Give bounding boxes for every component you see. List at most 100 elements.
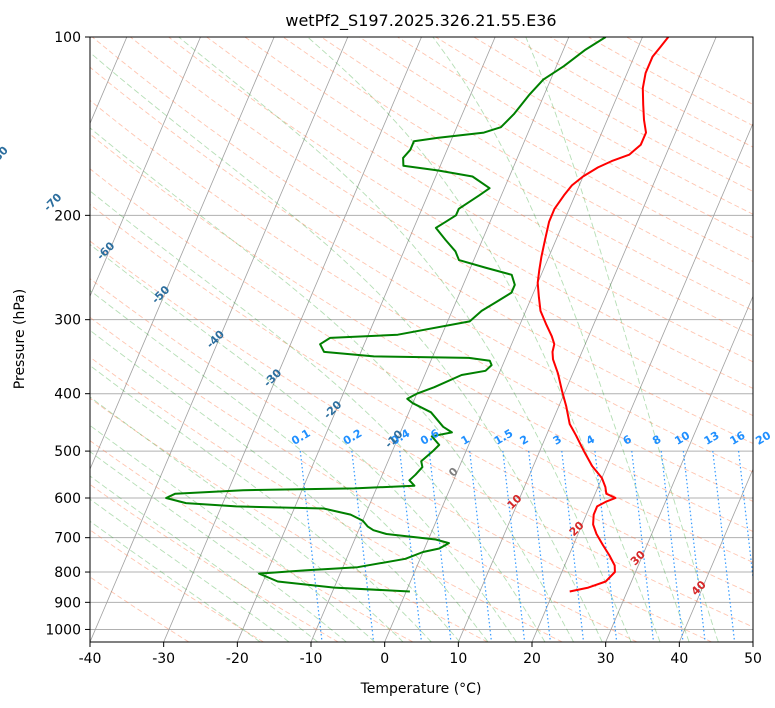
- isotherm-label: -60: [94, 239, 117, 262]
- mixing-ratio-label: 8: [650, 433, 663, 448]
- mixing-ratio-line: [469, 451, 493, 642]
- mixing-ratio-label: 16: [728, 429, 748, 448]
- y-tick-label: 300: [54, 313, 81, 329]
- y-tick-label: 400: [54, 387, 81, 403]
- dry-adiabat: [90, 397, 488, 642]
- isotherm-layer: [90, 37, 753, 642]
- mixing-ratio-label: 2: [518, 433, 531, 448]
- mixing-ratio-label: 4: [584, 432, 597, 447]
- moist-adiabat: [90, 243, 517, 642]
- mixing-ratio-line: [299, 451, 323, 642]
- isotherm-label: 40: [689, 578, 709, 598]
- dry-adiabat: [473, 37, 753, 192]
- isotherm-label: -50: [149, 283, 172, 306]
- isotherm-line: [236, 37, 496, 642]
- y-tick-label: 800: [54, 565, 81, 581]
- moist-adiabat: [307, 37, 661, 642]
- mixing-ratio-line: [399, 451, 423, 642]
- moist-adiabat: [90, 364, 432, 642]
- mixing-ratio-label: 20: [753, 429, 773, 448]
- moist-adiabat-layer: [90, 37, 719, 642]
- y-axis-title: Pressure (hPa): [12, 289, 28, 389]
- mixing-ratio-line: [428, 451, 452, 642]
- x-tick-label: -10: [300, 651, 323, 667]
- y-tick-label: 100: [54, 30, 81, 46]
- moist-adiabat: [90, 451, 347, 642]
- mixing-ratio-label: 1.5: [492, 427, 515, 448]
- dry-adiabat: [90, 316, 638, 642]
- mixing-ratio-line: [351, 451, 375, 642]
- mixing-ratio-line: [737, 451, 753, 583]
- moist-adiabat: [90, 127, 574, 642]
- dry-adiabat: [90, 133, 753, 532]
- isotherm-label: 0: [446, 465, 461, 480]
- x-tick-label: -30: [152, 651, 175, 667]
- dry-adiabat: [90, 440, 414, 642]
- y-tick-label: 200: [54, 208, 81, 224]
- dry-adiabat: [90, 356, 563, 642]
- mixing-ratio-line: [561, 451, 585, 642]
- mixing-ratio-line: [528, 451, 552, 642]
- isotherm-line: [457, 37, 717, 642]
- dry-adiabat: [168, 37, 753, 389]
- isotherm-line: [678, 468, 753, 642]
- moist-adiabat: [432, 37, 690, 642]
- mixing-ratio-line: [594, 451, 618, 642]
- x-axis-title: Temperature (°C): [360, 681, 482, 697]
- mixing-ratio-label: 1: [459, 433, 472, 448]
- x-tick-label: 30: [597, 651, 615, 667]
- plot-frame: [89, 36, 754, 643]
- dry-adiabat: [90, 576, 190, 642]
- temperature-profile-line: [536, 37, 670, 593]
- x-tick-label: -20: [226, 651, 249, 667]
- isotherm-label: -80: [0, 144, 11, 167]
- dry-adiabat: [90, 66, 753, 473]
- x-tick-label: 40: [670, 651, 688, 667]
- isotherm-line: [384, 37, 643, 642]
- mixing-ratio-layer: [299, 451, 775, 642]
- isotherm-line: [605, 295, 753, 642]
- isotherm-label: 10: [505, 492, 525, 512]
- isotherm-line: [752, 640, 753, 642]
- isotherm-line: [90, 37, 275, 471]
- isotherm-line: [90, 37, 201, 298]
- chart-title: wetPf2_S197.2025.326.21.55.E36: [285, 11, 556, 31]
- dewpoint-profile-line: [165, 37, 607, 593]
- dry-adiabat: [90, 529, 264, 642]
- y-tick-label: 1000: [45, 622, 81, 638]
- moist-adiabat: [90, 289, 489, 642]
- moist-adiabat: [178, 37, 632, 642]
- dry-adiabat: [90, 203, 753, 595]
- moist-adiabat: [90, 424, 376, 642]
- y-tick-label: 900: [54, 595, 81, 611]
- dry-adiabat: [90, 278, 712, 642]
- x-tick-label: 20: [523, 651, 541, 667]
- x-tick-label: 50: [744, 651, 762, 667]
- dry-adiabat-layer: [90, 37, 753, 642]
- isotherm-label: -20: [321, 398, 344, 421]
- isotherm-line: [163, 37, 422, 642]
- mixing-ratio-line: [712, 451, 736, 642]
- isotherm-line: [90, 37, 349, 642]
- dry-adiabat: [359, 37, 753, 262]
- mixing-ratio-line: [682, 451, 706, 642]
- x-tick-label: 10: [449, 651, 467, 667]
- isotherm-label: -40: [204, 328, 227, 351]
- mixing-ratio-label: 0.1: [289, 427, 312, 448]
- isotherm-line: [310, 37, 570, 642]
- dry-adiabat: [90, 240, 753, 628]
- dry-adiabat: [90, 483, 339, 642]
- dry-adiabat: [206, 37, 753, 363]
- isotherm-line: [531, 122, 753, 642]
- moist-adiabat: [90, 329, 461, 642]
- mixing-ratio-label: 3: [551, 433, 564, 448]
- tick-layer: -40 -30 -20 -10 0 10 20 30 40 5010020030040050060…: [45, 30, 762, 667]
- mixing-ratio-label: 0.2: [341, 427, 364, 448]
- mixing-ratio-line: [502, 451, 526, 642]
- label-layer: 0.10.20.40.611.52346810131620253036-100-…: [0, 144, 773, 599]
- moist-adiabat: [90, 475, 319, 642]
- mixing-ratio-label: 13: [702, 429, 722, 448]
- mixing-ratio-line: [764, 451, 775, 642]
